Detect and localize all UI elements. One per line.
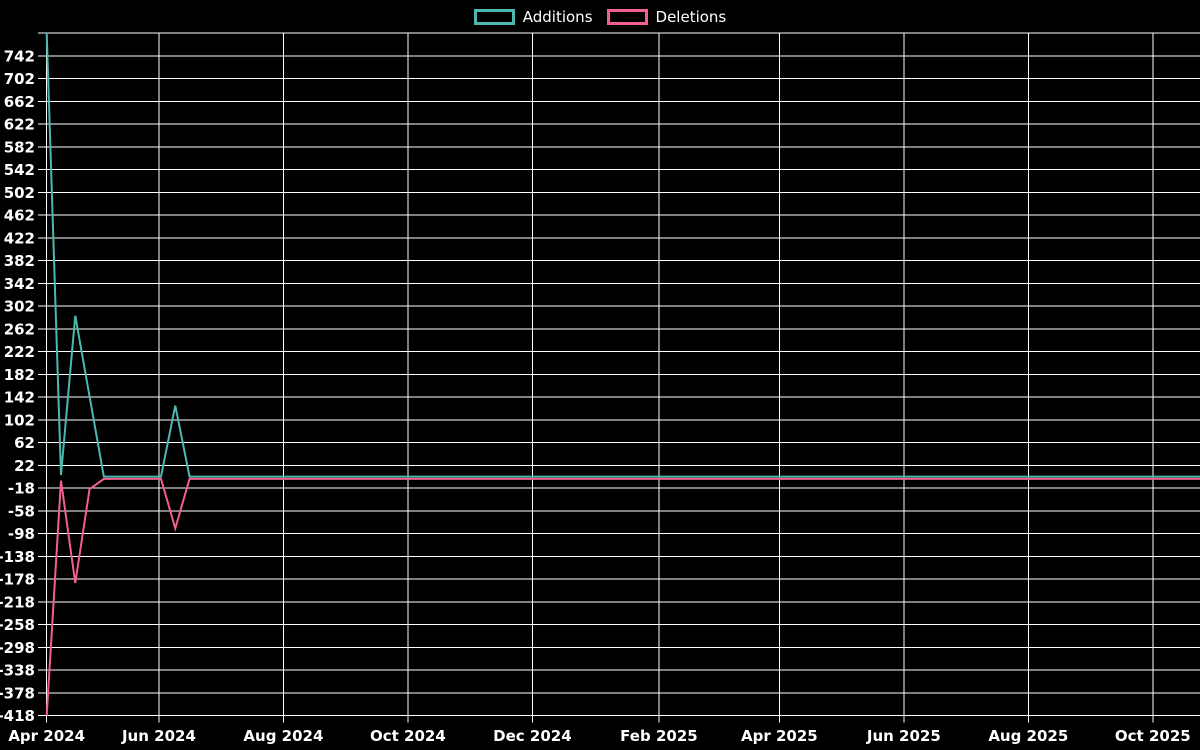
y-axis-label: 102 xyxy=(4,411,35,429)
x-axis-label: Jun 2024 xyxy=(121,727,196,745)
y-axis-label: 22 xyxy=(14,457,35,475)
y-axis-label: 342 xyxy=(4,275,35,293)
y-axis-label: -338 xyxy=(0,662,35,680)
x-axis-label: Apr 2025 xyxy=(741,727,818,745)
y-axis-label: 382 xyxy=(4,252,35,270)
additions-line xyxy=(45,32,1200,478)
additions-legend-label: Additions xyxy=(522,8,593,26)
legend-item-deletions[interactable]: Deletions xyxy=(606,8,727,26)
x-axis-label: Dec 2024 xyxy=(493,727,572,745)
y-axis-label: 702 xyxy=(4,70,35,88)
y-axis-label: 582 xyxy=(4,138,35,156)
y-axis-label: 742 xyxy=(4,47,35,65)
y-axis-label: 662 xyxy=(4,93,35,111)
x-axis-label: Jun 2025 xyxy=(866,727,941,745)
y-axis-label: 182 xyxy=(4,366,35,384)
y-axis-label: 142 xyxy=(4,389,35,407)
y-axis-label: 62 xyxy=(14,434,35,452)
y-axis-label: 542 xyxy=(4,161,35,179)
y-axis-label: -98 xyxy=(8,525,35,543)
y-axis-label: 302 xyxy=(4,298,35,316)
y-axis-label: -58 xyxy=(8,502,35,520)
y-axis-label: 502 xyxy=(4,184,35,202)
y-axis-label: 622 xyxy=(4,116,35,134)
y-axis-label: -218 xyxy=(0,593,35,611)
legend-item-additions[interactable]: Additions xyxy=(473,8,593,26)
y-axis-label: 462 xyxy=(4,207,35,225)
chart-legend: Additions Deletions xyxy=(0,0,1200,34)
x-axis-label: Aug 2024 xyxy=(243,727,323,745)
y-axis-label: -138 xyxy=(0,548,35,566)
x-axis-label: Aug 2025 xyxy=(988,727,1068,745)
deletions-legend-label: Deletions xyxy=(655,8,727,26)
y-axis-label: -298 xyxy=(0,639,35,657)
x-axis-label: Oct 2024 xyxy=(370,727,446,745)
deletions-line xyxy=(45,477,1200,716)
y-axis-label: -258 xyxy=(0,616,35,634)
deletions-legend-swatch xyxy=(606,9,648,25)
y-axis-label: -18 xyxy=(8,480,35,498)
y-axis-label: 422 xyxy=(4,229,35,247)
additions-legend-swatch xyxy=(473,9,515,25)
y-axis-label: -378 xyxy=(0,684,35,702)
x-axis-label: Apr 2024 xyxy=(8,727,85,745)
x-axis-label: Feb 2025 xyxy=(620,727,698,745)
y-axis-label: -418 xyxy=(0,707,35,725)
y-axis-label: -178 xyxy=(0,571,35,589)
y-axis-label: 222 xyxy=(4,343,35,361)
y-axis-label: 262 xyxy=(4,320,35,338)
x-axis-label: Oct 2025 xyxy=(1115,727,1191,745)
